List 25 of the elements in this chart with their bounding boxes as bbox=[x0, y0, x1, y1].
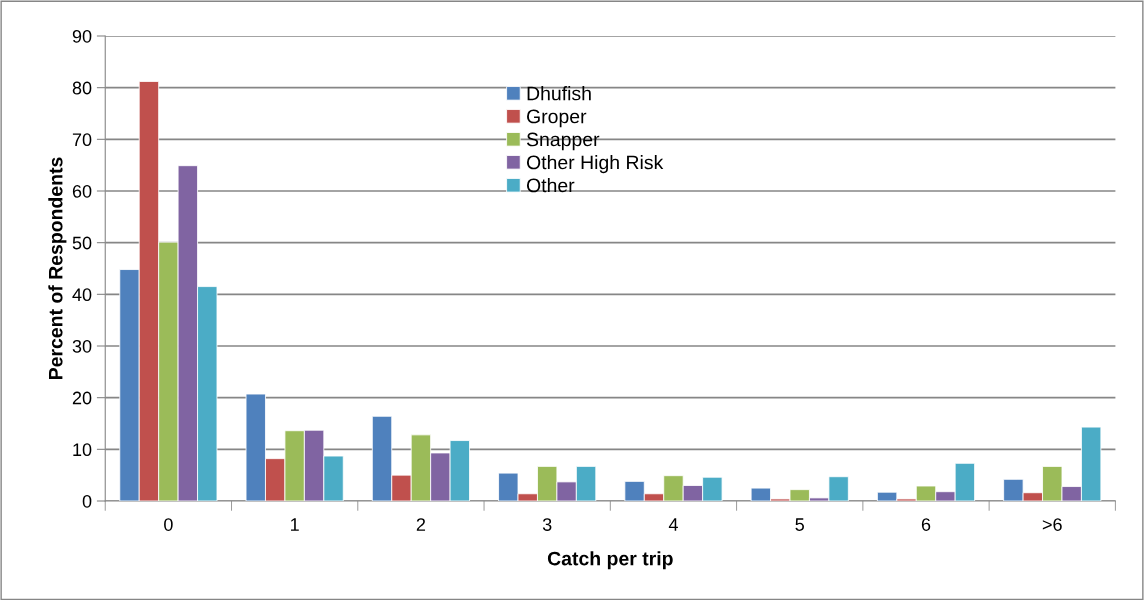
x-tick-label: 4 bbox=[668, 518, 678, 531]
y-tick-label: 0 bbox=[82, 494, 92, 508]
x-tick-label: 2 bbox=[416, 518, 426, 531]
y-tick-label: 30 bbox=[72, 339, 92, 353]
y-tick-label: 60 bbox=[72, 184, 92, 198]
x-axis-title: Catch per trip bbox=[547, 551, 673, 570]
x-tick-label: 0 bbox=[164, 518, 173, 531]
x-tick-label: 3 bbox=[542, 518, 552, 531]
legend-label: Other High Risk bbox=[526, 155, 664, 174]
y-tick-label: 80 bbox=[72, 81, 92, 95]
y-tick-label: 40 bbox=[72, 288, 92, 302]
x-tick-label: >6 bbox=[1042, 518, 1062, 531]
y-tick-label: 90 bbox=[72, 29, 92, 43]
x-tick-label: 1 bbox=[291, 518, 299, 531]
y-tick-label: 50 bbox=[72, 236, 92, 250]
legend-label: Dhufish bbox=[527, 86, 591, 101]
x-tick-label: 6 bbox=[921, 518, 931, 531]
legend-label: Other bbox=[526, 178, 575, 193]
legend-label: Snapper bbox=[526, 132, 600, 151]
y-tick-label: 10 bbox=[73, 443, 92, 457]
y-tick-label: 20 bbox=[72, 391, 92, 405]
y-axis-title: Percent of Respondents bbox=[48, 157, 67, 380]
legend-label: Groper bbox=[527, 109, 587, 128]
y-tick-label: 70 bbox=[72, 133, 92, 147]
x-tick-label: 5 bbox=[795, 518, 804, 531]
